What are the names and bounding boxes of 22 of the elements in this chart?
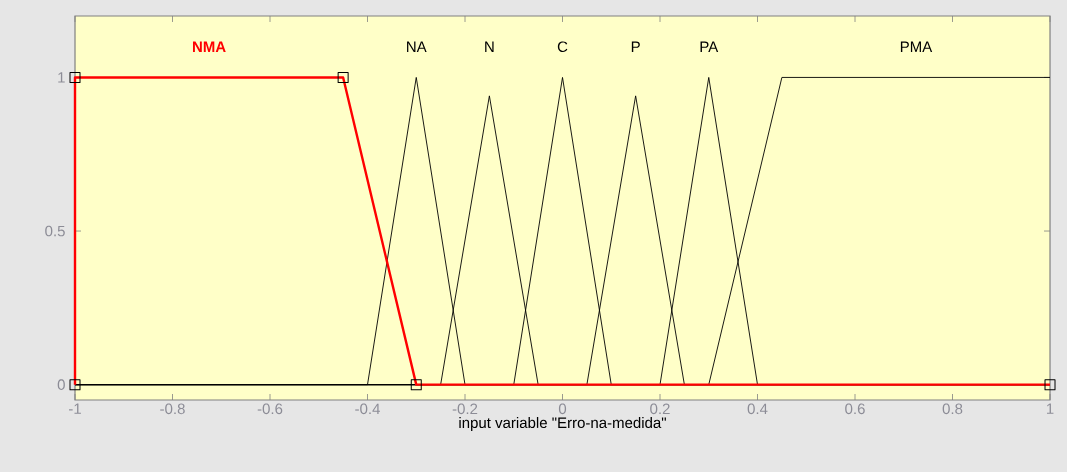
series-label: NMA [192,41,226,52]
x-tick-label: 0.2 [650,403,670,415]
x-tick-label: 0 [558,403,567,415]
series-label: C [557,41,568,53]
x-tick-label: 0.6 [845,403,865,415]
x-tick-label: 0.4 [747,403,768,415]
x-tick-label: -0.8 [160,403,185,415]
y-tick-label: 0 [57,379,65,390]
series-label: PMA [900,41,933,52]
text: P [631,41,640,52]
x-tick-label: -1 [69,403,81,414]
y-tick-label: 1 [58,72,65,83]
x-tick-label: 1 [1046,403,1054,414]
y-tick-label: 0.5 [45,225,65,237]
x-tick-label: -0.2 [452,403,478,415]
series-label: NA [407,41,427,52]
x-axis-title: input variable "Erro-na-medida" [459,417,666,431]
series-label: PA [700,41,719,52]
x-tick-label: -0.4 [355,403,380,415]
x-tick-label: 0.8 [942,403,963,415]
text: N [485,41,494,52]
x-tick-label: -0.6 [257,403,283,415]
